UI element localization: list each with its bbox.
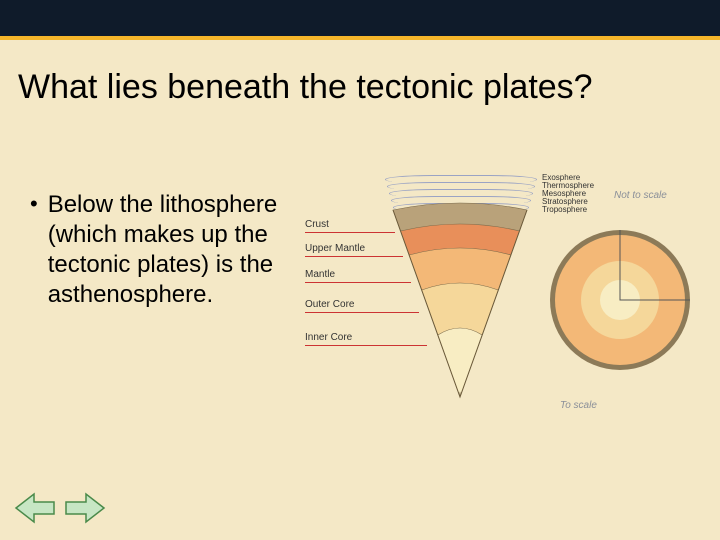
wedge-layer-outer-core: [422, 283, 499, 335]
earth-layers-figure: ExosphereThermosphereMesosphereStratosph…: [300, 175, 700, 435]
top-bar: [0, 0, 720, 36]
leader-line: [305, 256, 403, 257]
layer-label-inner-core: Inner Core: [305, 332, 352, 343]
accent-rule: [0, 36, 720, 40]
slide-title: What lies beneath the tectonic plates?: [18, 68, 702, 107]
wedge-layer-inner-core: [438, 328, 482, 397]
layer-label-mantle: Mantle: [305, 269, 335, 280]
atmosphere-label-troposphere: Troposphere: [542, 205, 587, 214]
layer-label-upper-mantle: Upper Mantle: [305, 243, 365, 254]
earth-wedge-cutaway: [385, 185, 535, 405]
earth-globe-cutaway: [550, 230, 690, 370]
leader-line: [305, 345, 427, 346]
body-text-block: • Below the lithosphere (which makes up …: [30, 190, 290, 310]
bullet-item: • Below the lithosphere (which makes up …: [30, 190, 290, 310]
layer-label-crust: Crust: [305, 219, 329, 230]
bullet-marker: •: [30, 190, 38, 218]
leader-line: [305, 312, 419, 313]
globe-cut-lines: [550, 230, 690, 370]
note-to-scale: To scale: [560, 400, 597, 411]
bullet-text: Below the lithosphere (which makes up th…: [48, 190, 290, 310]
note-not-to-scale: Not to scale: [614, 190, 667, 201]
layer-label-outer-core: Outer Core: [305, 299, 354, 310]
slide: What lies beneath the tectonic plates? •…: [0, 0, 720, 540]
leader-line: [305, 232, 395, 233]
prev-slide-button[interactable]: [14, 490, 56, 526]
leader-line: [305, 282, 411, 283]
next-slide-button[interactable]: [64, 490, 106, 526]
